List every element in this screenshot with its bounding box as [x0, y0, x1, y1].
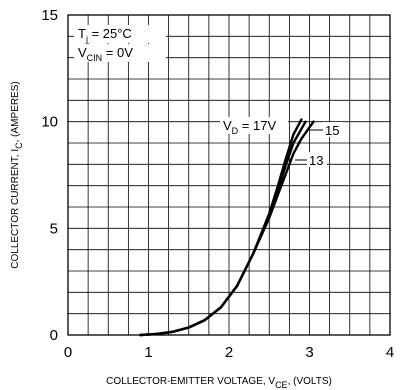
vd-label-bg — [220, 117, 288, 134]
x-tick-label: 4 — [386, 344, 394, 361]
x-tick-label: 3 — [305, 344, 313, 361]
series-label-15: 15 — [325, 123, 339, 138]
x-tick-label: 0 — [64, 344, 72, 361]
y-tick-label: 0 — [50, 327, 58, 344]
series-line-17 — [139, 118, 303, 337]
plot-area — [67, 14, 391, 336]
x-tick-label: 1 — [144, 344, 152, 361]
condition-label: Tj = 25°C — [78, 26, 132, 44]
y-tick-label: 15 — [41, 7, 58, 24]
condition-label-bg — [74, 44, 166, 62]
series-line-13 — [139, 120, 315, 337]
condition-label-bg — [74, 25, 166, 43]
x-tick-label: 2 — [225, 344, 233, 361]
series-label-17: VD = 17V — [223, 118, 276, 136]
y-tick-label: 10 — [41, 114, 58, 131]
label-13-bg — [307, 152, 327, 167]
label-15-bg — [323, 122, 343, 137]
x-axis-label: COLLECTOR-EMITTER VOLTAGE, VCE, (VOLTS) — [106, 376, 332, 390]
y-axis-label: COLLECTOR CURRENT, IC, (AMPERES) — [10, 81, 24, 268]
condition-label: VCIN = 0V — [78, 45, 133, 63]
series-label-13: 13 — [309, 153, 323, 168]
y-tick-label: 5 — [50, 220, 58, 237]
